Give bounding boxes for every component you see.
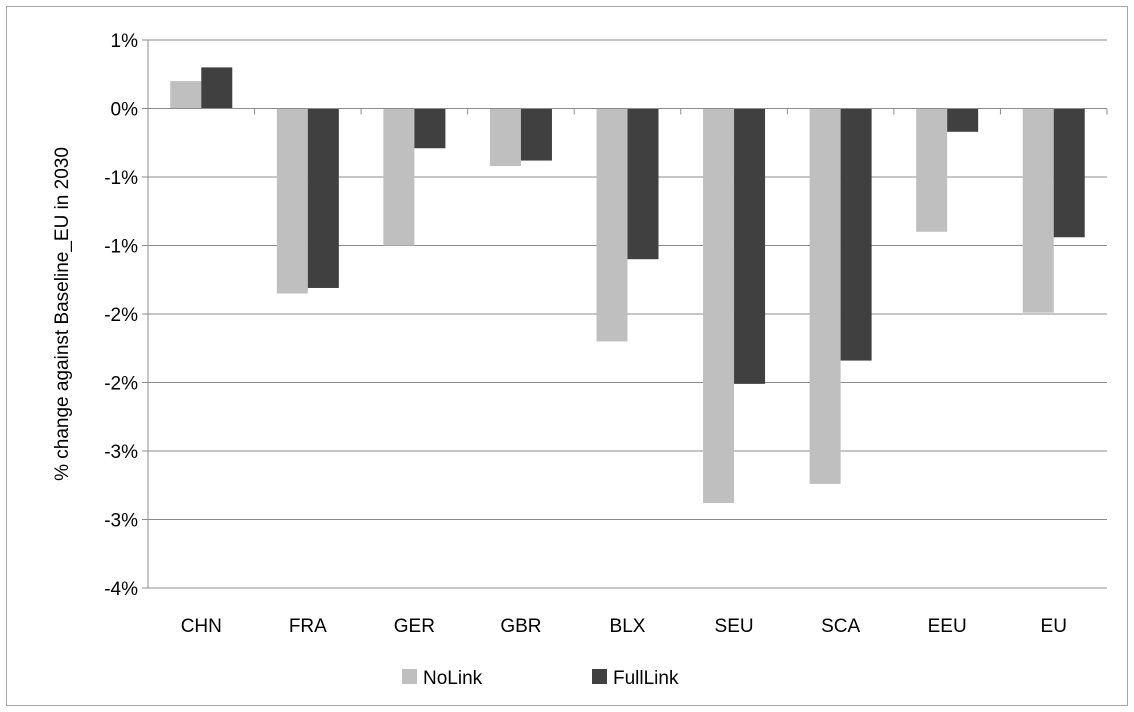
bar-nolink	[1022, 108, 1054, 313]
bar-nolink	[596, 108, 628, 342]
y-axis-label: % change against Baseline_EU in 2030	[52, 147, 73, 481]
bar-fulllink	[947, 108, 979, 132]
bar-nolink	[383, 108, 415, 246]
bar-fulllink	[520, 108, 552, 161]
y-tick-label: 1%	[111, 31, 139, 52]
bar-fulllink	[201, 67, 233, 109]
y-tick-label: -1%	[104, 237, 138, 258]
bar-fulllink	[840, 108, 872, 361]
x-tick-label: SEU	[715, 616, 754, 637]
y-tick-label: -3%	[104, 442, 138, 463]
bar-nolink	[916, 108, 948, 232]
bar-nolink	[170, 81, 202, 109]
bar-fulllink	[734, 108, 766, 384]
y-tick-label: -2%	[104, 305, 138, 326]
bar-nolink	[809, 108, 841, 484]
y-tick-label: -4%	[104, 579, 138, 600]
x-tick-label: CHN	[181, 616, 222, 637]
x-tick-label: FRA	[289, 616, 327, 637]
x-tick-label: EU	[1041, 616, 1067, 637]
x-tick-label: SCA	[821, 616, 860, 637]
bar-fulllink	[307, 108, 339, 288]
legend-label: NoLink	[423, 668, 483, 689]
y-tick-label: -3%	[104, 511, 138, 532]
y-tick-label: 0%	[111, 100, 139, 121]
bar-nolink	[489, 108, 521, 167]
legend-label: FullLink	[613, 668, 679, 689]
bar-nolink	[276, 108, 308, 294]
x-tick-label: GER	[394, 616, 435, 637]
bar-fulllink	[627, 108, 659, 260]
y-tick-label: -2%	[104, 374, 138, 395]
bar-nolink	[703, 108, 735, 504]
x-tick-label: BLX	[610, 616, 646, 637]
y-tick-label: -1%	[104, 168, 138, 189]
legend-swatch-fulllink	[592, 669, 607, 684]
legend-swatch-nolink	[402, 669, 417, 684]
x-tick-label: EEU	[928, 616, 967, 637]
bar-fulllink	[414, 108, 446, 149]
bar-fulllink	[1053, 108, 1085, 238]
x-tick-label: GBR	[500, 616, 541, 637]
